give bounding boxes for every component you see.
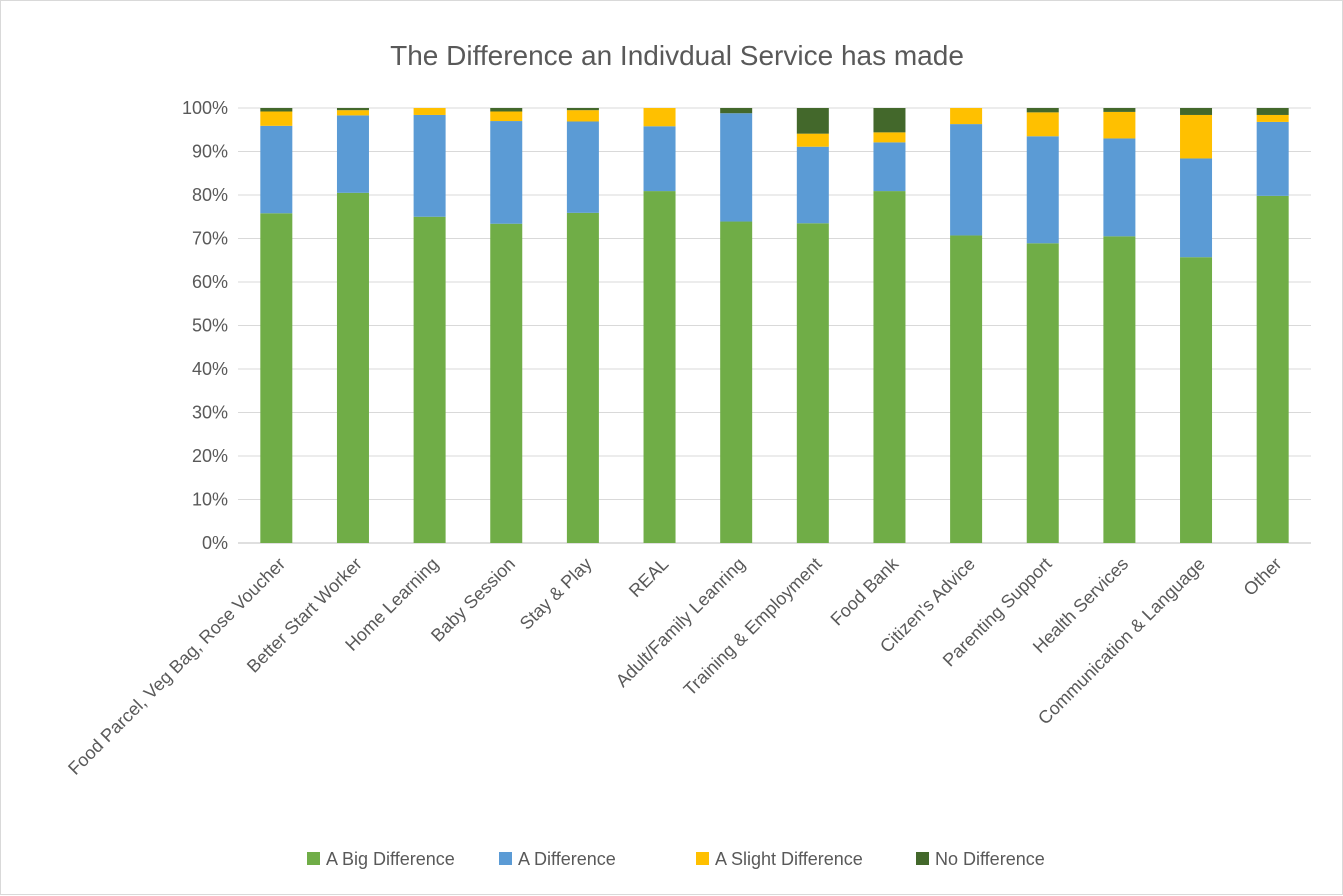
bar-segment bbox=[720, 221, 753, 543]
x-category-label: Stay & Play bbox=[516, 554, 596, 634]
bar-segment bbox=[1180, 257, 1213, 543]
y-tick-label: 100% bbox=[182, 98, 228, 118]
y-tick-label: 90% bbox=[192, 142, 228, 162]
legend-swatch bbox=[696, 852, 709, 865]
x-category-label: Food Bank bbox=[827, 553, 903, 629]
bar-segment bbox=[336, 115, 369, 193]
y-tick-label: 10% bbox=[192, 490, 228, 510]
bar-segment bbox=[260, 125, 293, 214]
bar-segment bbox=[1180, 114, 1213, 159]
y-tick-label: 20% bbox=[192, 446, 228, 466]
bar-segment bbox=[413, 108, 446, 115]
bar-segment bbox=[260, 108, 293, 112]
bar-segment bbox=[873, 108, 906, 133]
bar-segment bbox=[720, 108, 753, 114]
bars bbox=[260, 108, 1289, 543]
bar-segment bbox=[1103, 236, 1136, 543]
y-tick-label: 70% bbox=[192, 229, 228, 249]
y-axis-tick-labels: 0% 10% 20% 30% 40% 50% 60% 70% 80% 90% 100% bbox=[182, 98, 228, 553]
bar-segment bbox=[796, 108, 829, 134]
bar-segment bbox=[950, 124, 983, 236]
bar-segment bbox=[490, 111, 523, 122]
bar-segment bbox=[873, 191, 906, 543]
bar-segment bbox=[720, 113, 753, 222]
x-category-label: Communication & Language bbox=[1034, 554, 1209, 729]
x-category-label: Other bbox=[1240, 554, 1286, 600]
bar-segment bbox=[1103, 138, 1136, 237]
legend-label: A Difference bbox=[518, 849, 616, 869]
y-tick-label: 50% bbox=[192, 316, 228, 336]
chart-title: The Difference an Indivdual Service has … bbox=[390, 40, 964, 71]
bar-segment bbox=[1256, 195, 1289, 543]
bar-segment bbox=[643, 191, 676, 543]
y-tick-label: 40% bbox=[192, 359, 228, 379]
legend-swatch bbox=[916, 852, 929, 865]
gridlines bbox=[238, 107, 1311, 544]
y-tick-label: 30% bbox=[192, 403, 228, 423]
bar-segment bbox=[336, 110, 369, 116]
bar-segment bbox=[336, 192, 369, 543]
bar-segment bbox=[950, 235, 983, 543]
bar-segment bbox=[1103, 111, 1136, 139]
bar-segment bbox=[1026, 112, 1059, 137]
bar-segment bbox=[490, 121, 523, 224]
legend-label: A Slight Difference bbox=[715, 849, 863, 869]
bar-segment bbox=[873, 132, 906, 143]
legend-swatch bbox=[307, 852, 320, 865]
legend: A Big Difference A Difference A Slight Dif… bbox=[307, 849, 1045, 869]
x-category-label: Adult/Family Leanring bbox=[612, 554, 749, 691]
bar-segment bbox=[336, 108, 369, 111]
bar-segment bbox=[950, 108, 983, 125]
legend-label: A Big Difference bbox=[326, 849, 455, 869]
bar-segment bbox=[413, 216, 446, 543]
bar-segment bbox=[873, 142, 906, 192]
bar-segment bbox=[566, 212, 599, 543]
bar-segment bbox=[260, 111, 293, 126]
bar-segment bbox=[566, 108, 599, 111]
bar-segment bbox=[260, 213, 293, 543]
bar-segment bbox=[643, 126, 676, 192]
bar-segment bbox=[490, 108, 523, 112]
bar-segment bbox=[490, 223, 523, 543]
y-tick-label: 60% bbox=[192, 272, 228, 292]
bar-segment bbox=[1026, 108, 1059, 113]
bar-segment bbox=[796, 223, 829, 543]
legend-label: No Difference bbox=[935, 849, 1045, 869]
legend-swatch bbox=[499, 852, 512, 865]
bar-segment bbox=[1026, 136, 1059, 244]
bar-segment bbox=[566, 121, 599, 213]
x-axis-category-labels: Food Parcel, Veg Bag, Rose VoucherBetter… bbox=[64, 553, 1285, 779]
bar-segment bbox=[796, 146, 829, 224]
bar-segment bbox=[1180, 108, 1213, 115]
bar-segment bbox=[1256, 121, 1289, 196]
bar-segment bbox=[1180, 158, 1213, 258]
x-category-label: Training & Employment bbox=[680, 554, 826, 700]
bar-segment bbox=[1256, 108, 1289, 115]
bar-segment bbox=[566, 110, 599, 122]
bar-segment bbox=[1103, 108, 1136, 112]
bar-segment bbox=[796, 133, 829, 147]
y-tick-label: 0% bbox=[202, 533, 228, 553]
y-tick-label: 80% bbox=[192, 185, 228, 205]
bar-segment bbox=[643, 108, 676, 127]
bar-segment bbox=[1026, 243, 1059, 543]
bar-segment bbox=[413, 114, 446, 217]
x-category-label: REAL bbox=[625, 554, 672, 601]
bar-segment bbox=[1256, 114, 1289, 122]
